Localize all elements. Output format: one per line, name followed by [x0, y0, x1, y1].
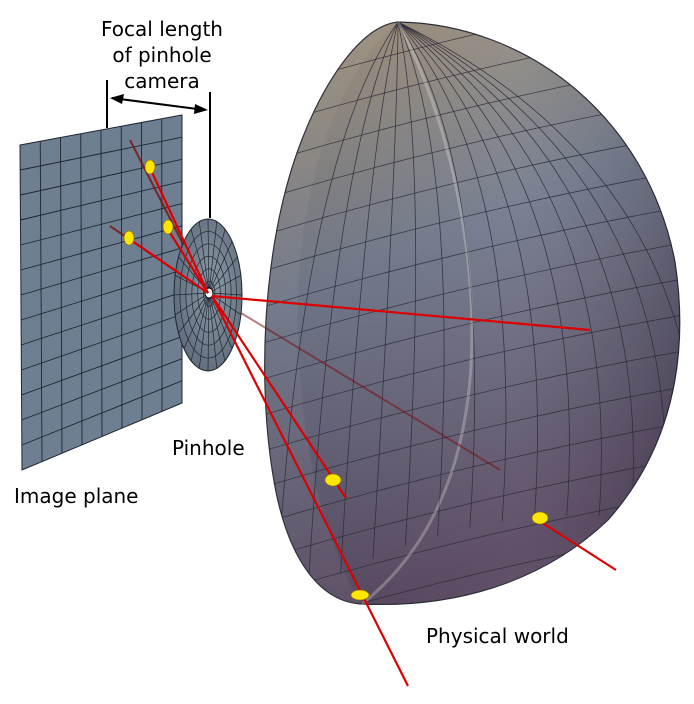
image-plane	[19, 114, 183, 471]
ray-7	[537, 519, 617, 571]
world-point-marker-2	[350, 589, 370, 601]
ray-1	[149, 167, 209, 294]
focal-length-dimension	[106, 80, 211, 218]
ray-2	[166, 227, 209, 294]
focal-length-label-line-2: of pinhole	[112, 43, 212, 67]
physical-world-label: Physical world	[426, 624, 569, 648]
world-point-marker-3	[531, 511, 549, 525]
focal-length-label: Focal length of pinhole camera	[96, 16, 228, 94]
ray-3	[127, 237, 209, 294]
world-point-marker-1	[324, 473, 342, 487]
image-point-marker-3	[123, 230, 135, 246]
pinhole-label: Pinhole	[172, 436, 245, 460]
ray-4	[211, 295, 347, 499]
ray-5	[211, 295, 409, 687]
image-plane-label: Image plane	[14, 484, 139, 508]
image-point-marker-2	[162, 219, 174, 235]
physical-world-sphere	[264, 21, 681, 606]
focal-length-label-line-1: Focal length	[101, 17, 223, 41]
ray-6	[211, 294, 591, 332]
focal-length-label-line-3: camera	[124, 69, 200, 93]
image-point-marker-1	[144, 159, 156, 175]
